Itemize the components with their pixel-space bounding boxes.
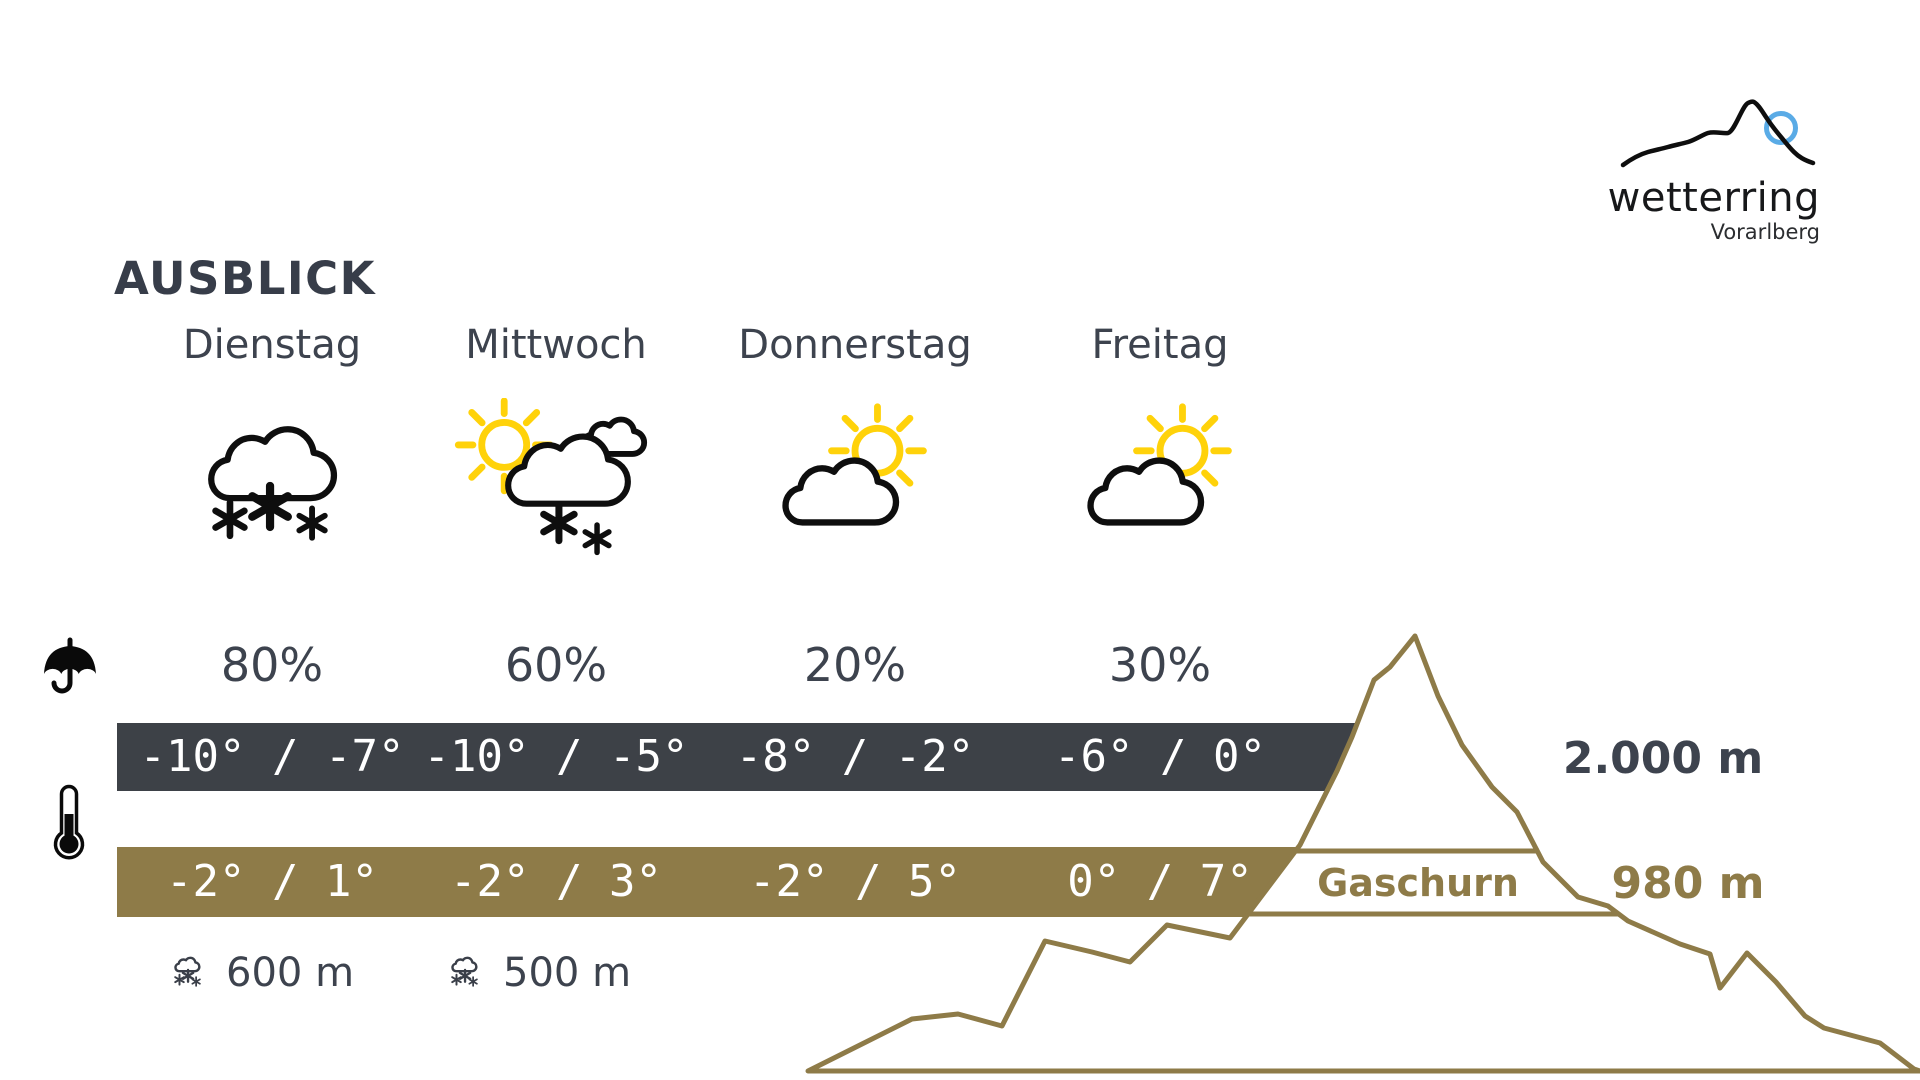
day-label-mittwoch: Mittwoch bbox=[465, 322, 647, 368]
sun-cloud-icon bbox=[750, 398, 960, 570]
temp-upper-dienstag: -10° / -7° bbox=[139, 731, 405, 782]
thermometer-icon bbox=[53, 784, 85, 860]
day-label-freitag: Freitag bbox=[1091, 322, 1229, 368]
snowline-dienstag: 600 m bbox=[170, 950, 354, 996]
temperature-bar-980m: -2° / 1° -2° / 3° -2° / 5° 0° / 7° bbox=[117, 847, 1317, 917]
cloud-snow-icon bbox=[167, 398, 377, 570]
mountain-ridge-sun-icon bbox=[1620, 99, 1816, 168]
page-title: AUSBLICK bbox=[114, 252, 377, 305]
precip-freitag: 30% bbox=[1108, 638, 1212, 692]
day-label-donnerstag: Donnerstag bbox=[738, 322, 972, 368]
snow-cloud-icon bbox=[447, 954, 485, 992]
logo-region: Vorarlberg bbox=[1710, 220, 1820, 244]
sun-cloud-snow-icon bbox=[451, 398, 661, 570]
umbrella-icon bbox=[44, 637, 96, 694]
snowline-mittwoch: 500 m bbox=[447, 950, 631, 996]
precip-dienstag: 80% bbox=[220, 638, 324, 692]
temp-lower-freitag: 0° / 7° bbox=[1067, 856, 1253, 907]
temp-lower-donnerstag: -2° / 5° bbox=[749, 856, 961, 907]
wetterring-logo: wetterring Vorarlberg bbox=[1598, 94, 1820, 244]
temperature-bar-2000m: -10° / -7° -10° / -5° -8° / -2° -6° / 0° bbox=[117, 723, 1387, 791]
snow-cloud-icon bbox=[170, 954, 208, 992]
day-label-dienstag: Dienstag bbox=[182, 322, 362, 368]
precip-mittwoch: 60% bbox=[504, 638, 608, 692]
temp-lower-mittwoch: -2° / 3° bbox=[450, 856, 662, 907]
altitude-lower-label: 980 m bbox=[1611, 858, 1765, 909]
precip-donnerstag: 20% bbox=[803, 638, 907, 692]
temp-upper-donnerstag: -8° / -2° bbox=[735, 731, 975, 782]
temp-upper-freitag: -6° / 0° bbox=[1054, 731, 1266, 782]
logo-name: wetterring bbox=[1607, 175, 1820, 221]
snowline-value: 500 m bbox=[503, 950, 632, 996]
temp-upper-mittwoch: -10° / -5° bbox=[423, 731, 689, 782]
snowline-value: 600 m bbox=[226, 950, 355, 996]
location-label: Gaschurn bbox=[1317, 861, 1519, 905]
temp-lower-dienstag: -2° / 1° bbox=[166, 856, 378, 907]
altitude-upper-label: 2.000 m bbox=[1562, 733, 1764, 784]
sun-cloud-icon bbox=[1055, 398, 1265, 570]
